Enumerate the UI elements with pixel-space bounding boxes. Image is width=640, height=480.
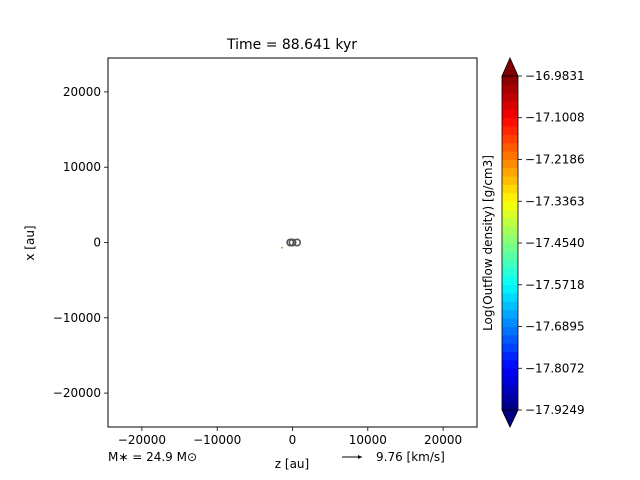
vector-scale-key: 9.76 [km/s] xyxy=(342,450,445,464)
colorbar-label: Log(Outflow density) [g/cm3] xyxy=(481,155,495,331)
colorbar-band xyxy=(502,101,518,110)
y-tick-label: 20000 xyxy=(63,85,101,99)
vector-scale-label: 9.76 [km/s] xyxy=(376,450,445,464)
colorbar-band xyxy=(502,117,518,127)
x-axis-label: z [au] xyxy=(275,457,309,471)
plot-area xyxy=(107,57,478,428)
colorbar-extend-min xyxy=(501,409,519,428)
colorbar-band xyxy=(502,209,518,219)
x-tick-label: 0 xyxy=(289,433,297,447)
colorbar-band xyxy=(502,326,518,336)
colorbar-band xyxy=(502,184,518,194)
colorbar-band xyxy=(502,368,518,377)
colorbar-bands xyxy=(502,76,518,411)
colorbar-tick-label: −17.5718 xyxy=(525,278,585,292)
colorbar-band xyxy=(502,343,518,352)
colorbar-band xyxy=(502,217,518,227)
colorbar-tick-label: −16.9831 xyxy=(525,69,585,83)
y-tick-label: 0 xyxy=(93,236,101,250)
y-axis-label: x [au] xyxy=(23,225,37,260)
colorbar-band xyxy=(502,151,518,160)
outflow-speck xyxy=(281,246,283,249)
colorbar-ticks: −17.9249 −17.8072 −17.6895 −17.5718 −17.4540… xyxy=(518,69,585,417)
x-tick-label: −20000 xyxy=(118,433,166,447)
colorbar-band xyxy=(502,167,518,177)
colorbar-tick-label: −17.6895 xyxy=(525,320,585,334)
colorbar-band xyxy=(502,309,518,319)
colorbar-band xyxy=(502,234,518,244)
x-axis-ticks: −20000 −10000 0 10000 20000 xyxy=(118,427,462,447)
colorbar-band xyxy=(502,393,518,403)
y-axis-ticks: −20000 −10000 0 10000 20000 xyxy=(53,85,108,400)
y-tick-label: −20000 xyxy=(53,386,101,400)
colorbar-band xyxy=(502,84,518,94)
colorbar-tick-label: −17.3363 xyxy=(525,194,585,208)
vector-scale-arrowhead xyxy=(358,455,362,459)
y-tick-label: −10000 xyxy=(53,311,101,325)
colorbar-band xyxy=(502,134,518,144)
chart-title: Time = 88.641 kyr xyxy=(226,37,357,53)
colorbar-band xyxy=(502,142,518,152)
colorbar-band xyxy=(502,226,518,236)
x-tick-label: −10000 xyxy=(193,433,241,447)
outflow-marker xyxy=(293,238,302,247)
stellar-mass-annotation: M∗ = 24.9 M⊙ xyxy=(108,450,197,464)
colorbar-band xyxy=(502,192,518,202)
colorbar-band xyxy=(502,268,518,277)
colorbar-band xyxy=(502,176,518,185)
colorbar-band xyxy=(502,359,518,369)
colorbar-band xyxy=(502,301,518,311)
colorbar: −17.9249 −17.8072 −17.6895 −17.5718 −17.4540… xyxy=(481,57,585,428)
colorbar-band xyxy=(502,401,518,411)
colorbar-tick-label: −17.1008 xyxy=(525,111,585,125)
colorbar-band xyxy=(502,259,518,269)
colorbar-band xyxy=(502,284,518,294)
colorbar-band xyxy=(502,92,518,102)
colorbar-band xyxy=(502,334,518,344)
colorbar-band xyxy=(502,351,518,361)
colorbar-band xyxy=(502,376,518,386)
colorbar-tick-label: −17.2186 xyxy=(525,153,585,167)
axes-frame xyxy=(107,57,478,428)
outflow-marker xyxy=(288,238,297,247)
colorbar-band xyxy=(502,109,518,119)
colorbar-band xyxy=(502,276,518,286)
colorbar-band xyxy=(502,318,518,327)
outflow-markers xyxy=(281,238,302,249)
colorbar-band xyxy=(502,159,518,169)
colorbar-band xyxy=(502,243,518,252)
colorbar-extend-max xyxy=(501,57,519,77)
colorbar-band xyxy=(502,251,518,261)
x-tick-label: 20000 xyxy=(424,433,462,447)
colorbar-band xyxy=(502,384,518,394)
colorbar-band xyxy=(502,293,518,302)
y-tick-label: 10000 xyxy=(63,160,101,174)
x-tick-label: 10000 xyxy=(349,433,387,447)
colorbar-band xyxy=(502,201,518,210)
colorbar-tick-label: −17.9249 xyxy=(525,403,585,417)
colorbar-band xyxy=(502,76,518,85)
colorbar-tick-label: −17.4540 xyxy=(525,236,585,250)
colorbar-band xyxy=(502,126,518,135)
colorbar-tick-label: −17.8072 xyxy=(525,361,585,375)
